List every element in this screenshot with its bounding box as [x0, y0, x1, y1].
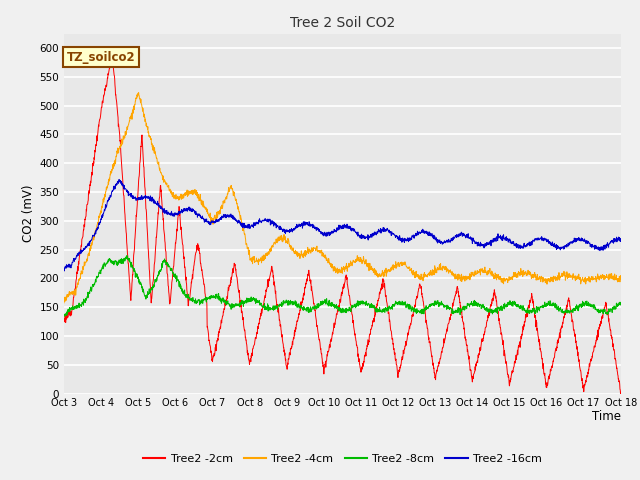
X-axis label: Time: Time: [592, 410, 621, 423]
Y-axis label: CO2 (mV): CO2 (mV): [22, 185, 35, 242]
Text: TZ_soilco2: TZ_soilco2: [67, 50, 136, 63]
Title: Tree 2 Soil CO2: Tree 2 Soil CO2: [290, 16, 395, 30]
Legend: Tree2 -2cm, Tree2 -4cm, Tree2 -8cm, Tree2 -16cm: Tree2 -2cm, Tree2 -4cm, Tree2 -8cm, Tree…: [138, 450, 547, 468]
